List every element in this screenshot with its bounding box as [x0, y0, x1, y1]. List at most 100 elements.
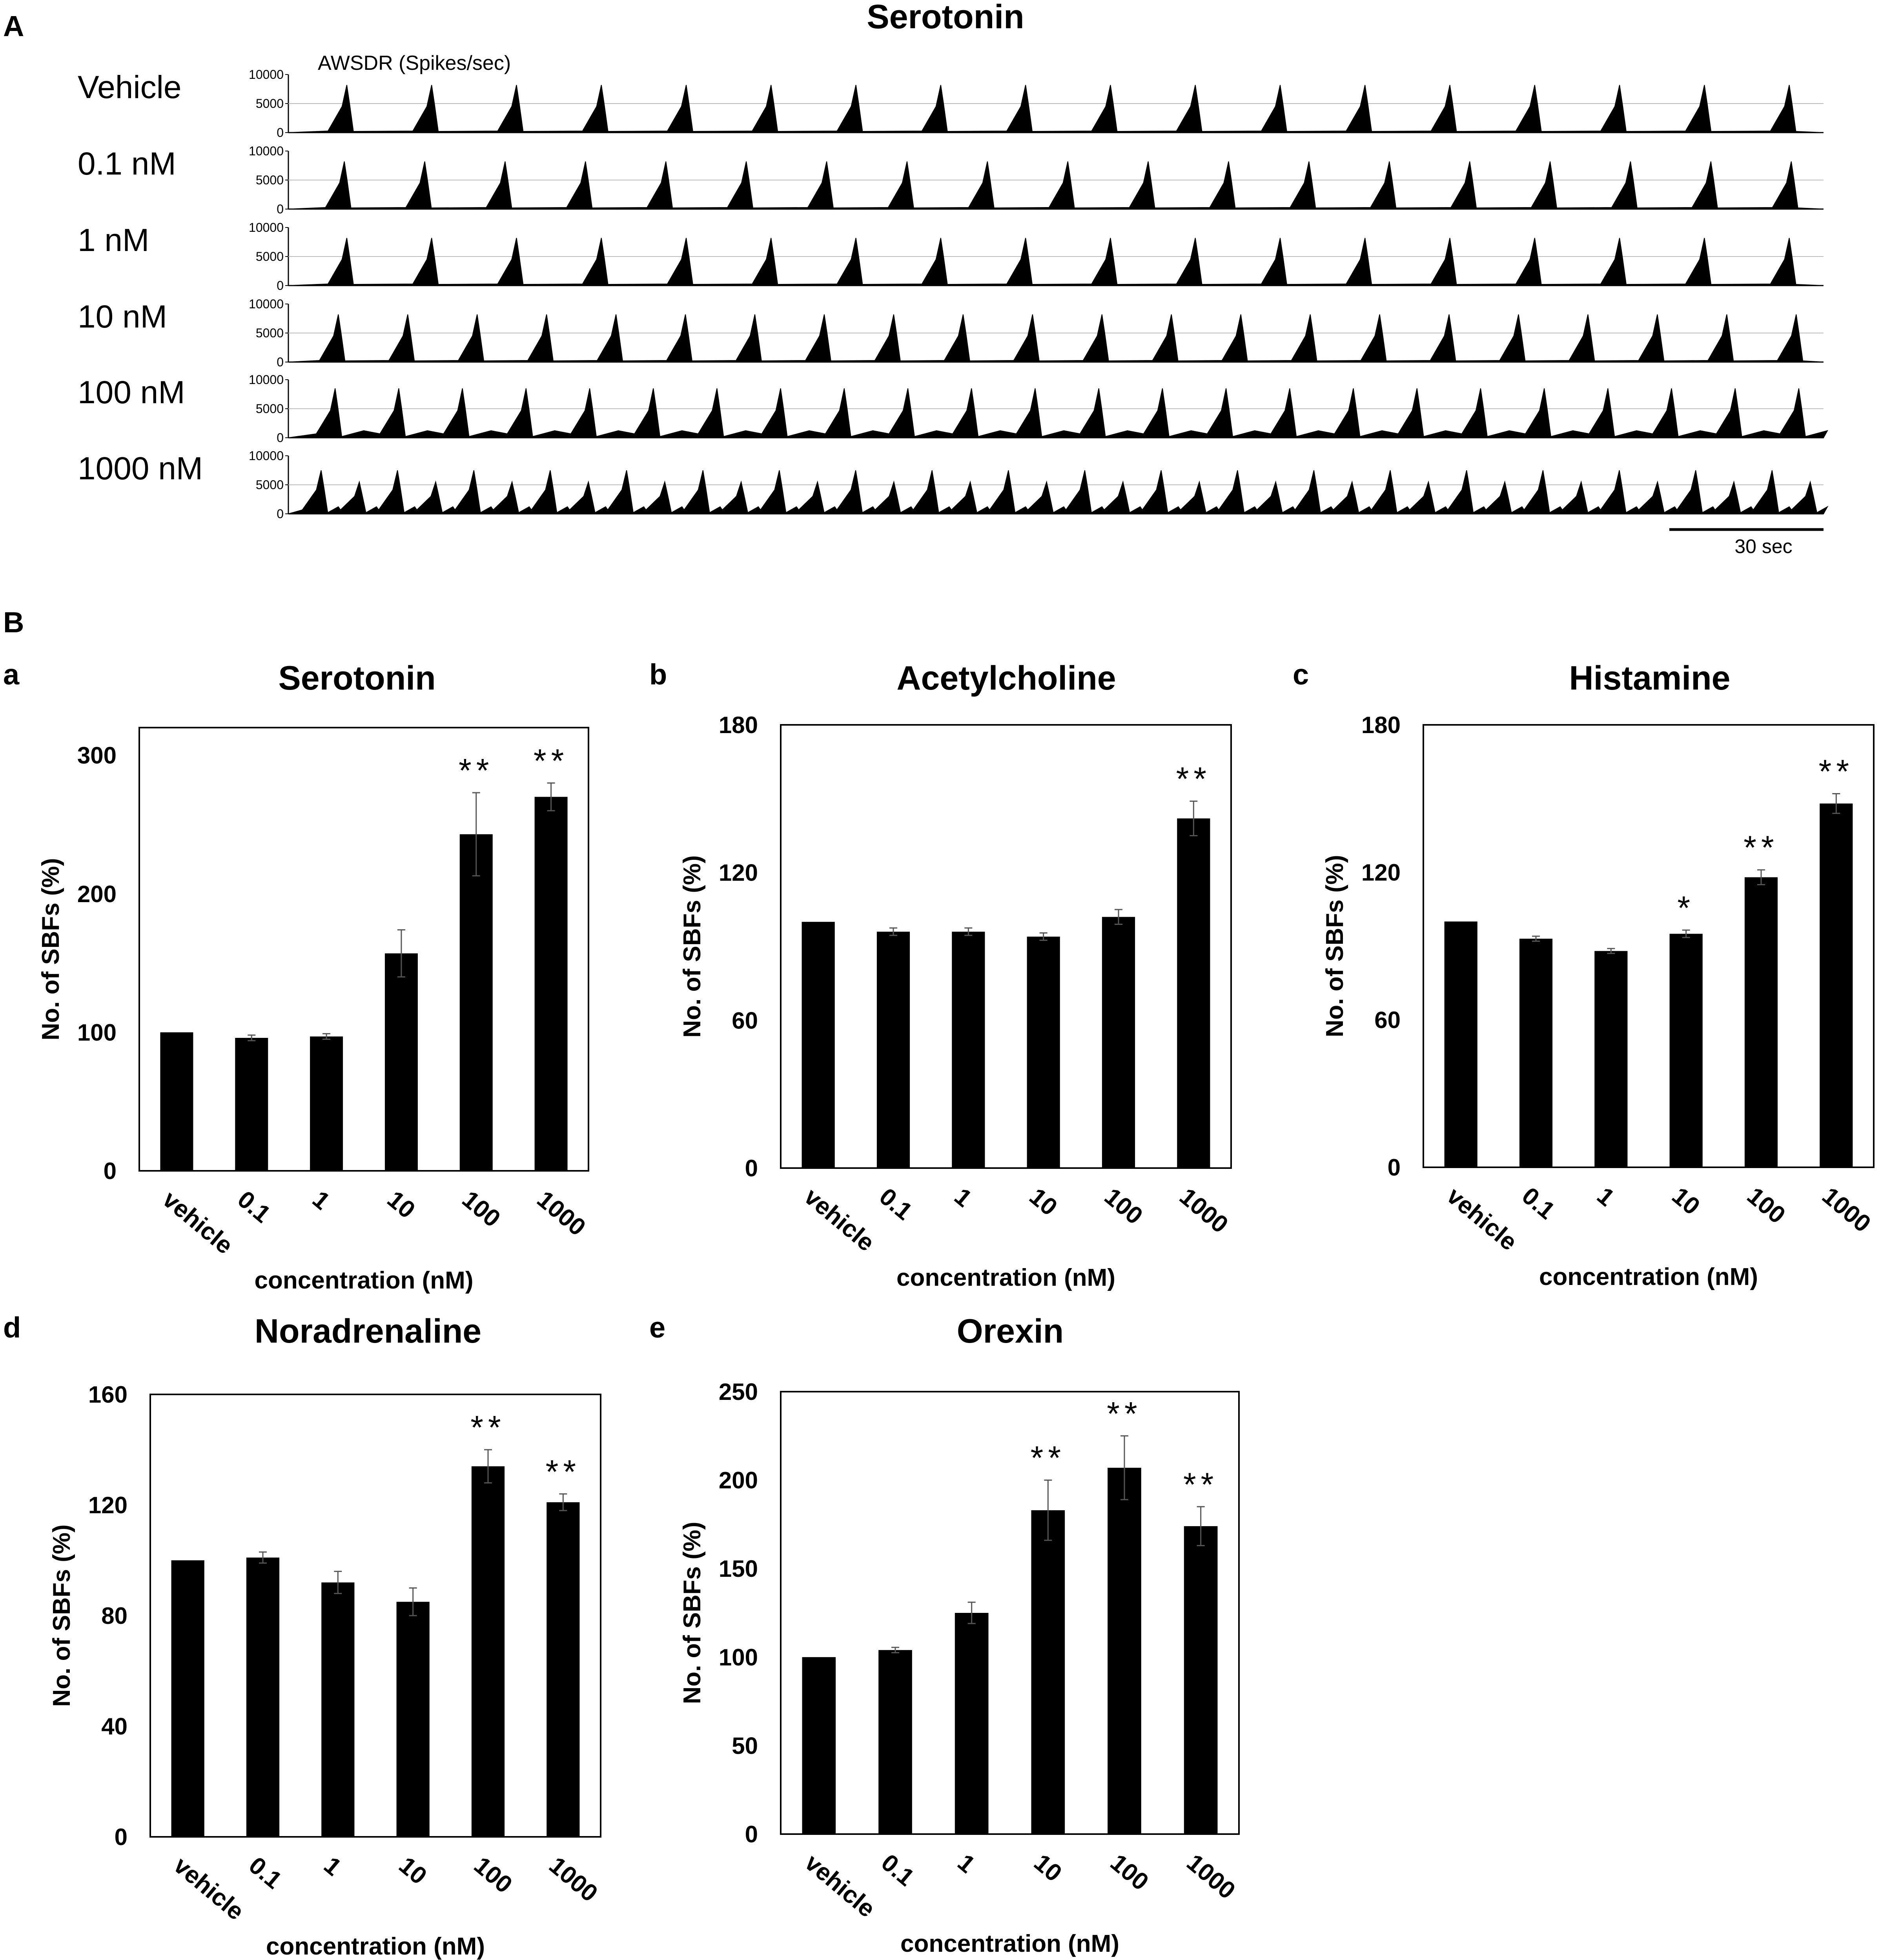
x-tick-label: 1000 — [544, 1852, 603, 1907]
y-axis-label: No. of SBFs (%) — [48, 1525, 75, 1707]
x-tick-label: 1000 — [1182, 1849, 1241, 1905]
trace-tick-label: 5000 — [256, 96, 284, 111]
bar — [384, 953, 418, 1171]
trace-row: 1 nM 10000 5000 0 — [78, 220, 1824, 293]
y-tick-label: 100 — [719, 1644, 758, 1671]
bar — [1519, 939, 1553, 1167]
y-tick-label: 120 — [88, 1492, 128, 1518]
x-tick-label: 1000 — [532, 1186, 591, 1241]
chart-title: Acetylcholine — [896, 659, 1116, 697]
significance-marker: ** — [1031, 1440, 1066, 1476]
bar — [1184, 1526, 1218, 1834]
x-axis-label: concentration (nM) — [900, 1930, 1119, 1957]
trace-label: 1 nM — [78, 222, 149, 258]
trace-tick-label: 0 — [277, 355, 284, 369]
trace-bursts — [288, 314, 1824, 362]
bar — [878, 1650, 912, 1834]
x-tick-label: 100 — [457, 1186, 506, 1232]
x-tick-label: 0.1 — [232, 1186, 275, 1228]
chart-letter: e — [649, 1311, 665, 1344]
y-tick-label: 200 — [77, 881, 117, 907]
y-tick-label: 0 — [745, 1821, 758, 1847]
significance-marker: ** — [546, 1453, 581, 1490]
trace-tick-label: 10000 — [249, 449, 284, 463]
bar — [1031, 1510, 1065, 1834]
chart-letter: a — [3, 658, 20, 691]
bar — [235, 1038, 268, 1171]
y-tick-label: 60 — [732, 1007, 758, 1034]
significance-marker: ** — [470, 1409, 505, 1446]
bar — [1669, 934, 1703, 1167]
trace-bursts — [288, 161, 1824, 209]
y-tick-label: 180 — [719, 712, 758, 738]
x-tick-label: 10 — [394, 1852, 432, 1890]
y-tick-label: 200 — [719, 1467, 758, 1494]
y-axis-label: No. of SBFs (%) — [37, 858, 64, 1041]
significance-marker: ** — [1819, 753, 1854, 790]
awsdr-unit-label: AWSDR (Spikes/sec) — [318, 52, 511, 75]
y-tick-label: 250 — [719, 1379, 758, 1405]
trace-row: 0.1 nM 10000 5000 0 — [78, 144, 1824, 216]
trace-label: 10 nM — [78, 299, 167, 335]
x-tick-label: 0.1 — [874, 1183, 917, 1225]
trace-row: 10 nM 10000 5000 0 — [78, 297, 1824, 369]
panel-a-letter: A — [3, 10, 24, 42]
x-tick-label: 0.1 — [1517, 1182, 1560, 1225]
bar — [876, 932, 910, 1168]
bar — [459, 834, 493, 1171]
chart-title: Histamine — [1569, 659, 1730, 697]
trace-label: Vehicle — [78, 69, 181, 105]
trace-group: Vehicle 10000 5000 0 0.1 nM 10000 5000 0 1 nM 100… — [78, 67, 1829, 521]
x-tick-label: 1 — [949, 1183, 977, 1212]
x-tick-label: 10 — [1029, 1849, 1067, 1887]
x-tick-label: 1 — [1592, 1182, 1620, 1212]
scale-bar-label: 30 sec — [1734, 535, 1792, 557]
y-tick-label: 60 — [1374, 1007, 1401, 1033]
y-axis-label: No. of SBFs (%) — [1321, 855, 1348, 1037]
significance-marker: ** — [1743, 829, 1778, 866]
trace-tick-label: 0 — [277, 126, 284, 140]
y-tick-label: 80 — [101, 1603, 128, 1629]
y-tick-label: 150 — [719, 1556, 758, 1582]
bar — [1177, 818, 1210, 1168]
x-tick-label: 1 — [307, 1186, 335, 1215]
x-tick-label: 1000 — [1817, 1182, 1876, 1238]
bar — [1744, 877, 1778, 1167]
trace-row: Vehicle 10000 5000 0 — [78, 67, 1824, 140]
bar — [471, 1466, 505, 1837]
x-tick-label: 0.1 — [244, 1852, 287, 1894]
chart-e: e Orexin 0 50 100 150 200 250 No. of SBFs (%) veh… — [649, 1311, 1241, 1957]
significance-marker: ** — [459, 752, 494, 789]
chart-title: Noradrenaline — [255, 1312, 481, 1350]
trace-bursts — [288, 388, 1829, 438]
significance-marker: ** — [1107, 1395, 1142, 1432]
bar — [1108, 1468, 1141, 1834]
significance-marker: ** — [534, 742, 568, 779]
trace-tick-label: 0 — [277, 507, 284, 521]
trace-tick-label: 0 — [277, 202, 284, 216]
x-tick-label: 100 — [1099, 1183, 1148, 1230]
significance-marker: ** — [1183, 1466, 1218, 1503]
bar — [1594, 951, 1628, 1167]
x-tick-label: 100 — [1105, 1849, 1154, 1896]
x-tick-label: 10 — [382, 1186, 420, 1224]
bar — [1027, 936, 1060, 1168]
bar — [310, 1036, 343, 1171]
y-axis-label: No. of SBFs (%) — [679, 855, 706, 1038]
x-tick-label: 0.1 — [876, 1849, 919, 1891]
trace-tick-label: 5000 — [256, 173, 284, 187]
y-tick-label: 120 — [719, 860, 758, 886]
chart-c: c Histamine 0 60 120 180 No. of SBFs (%) vehicl… — [1293, 658, 1876, 1290]
x-tick-label: 100 — [1742, 1182, 1791, 1229]
plot-frame — [149, 1394, 601, 1838]
chart-letter: c — [1293, 658, 1309, 691]
y-tick-label: 0 — [1388, 1154, 1401, 1181]
x-tick-label: vehicle — [169, 1852, 249, 1925]
bar — [396, 1601, 430, 1837]
x-tick-label: vehicle — [1442, 1182, 1522, 1256]
y-tick-label: 180 — [1361, 712, 1401, 738]
x-axis-label: concentration (nM) — [896, 1264, 1115, 1291]
plot-frame — [1423, 724, 1875, 1168]
